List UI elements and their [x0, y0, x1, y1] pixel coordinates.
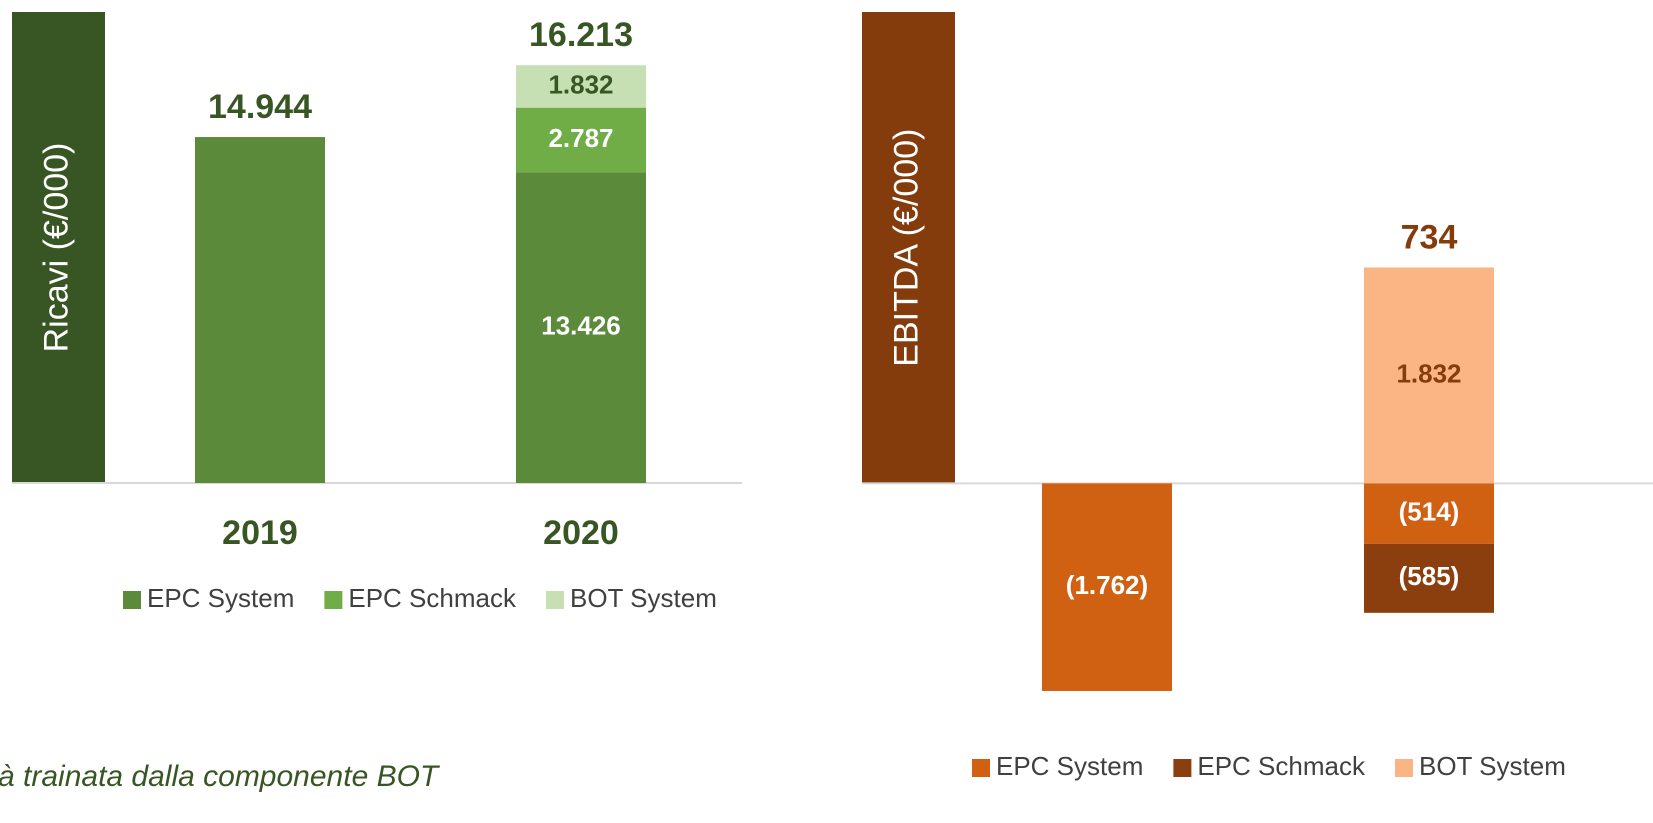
legend-label: EPC System	[996, 751, 1143, 781]
legend-swatch	[1173, 759, 1192, 777]
bar-segment	[1364, 483, 1494, 544]
y-axis-label: Ricavi (€/000)	[37, 143, 75, 353]
axis-box	[12, 12, 105, 483]
legend-swatch	[545, 591, 564, 609]
x-tick-label: 2020	[543, 514, 619, 552]
bar-segment	[516, 65, 646, 108]
bar-segment	[1042, 483, 1172, 691]
legend-label: BOT System	[1419, 751, 1566, 781]
axis-box	[862, 12, 955, 484]
data-label: 2.787	[548, 123, 613, 153]
bar-segment	[1364, 543, 1494, 613]
legend-label: EPC System	[147, 583, 294, 613]
legend-swatch	[123, 591, 141, 609]
x-tick-label: 2019	[222, 514, 298, 552]
bar-segment	[516, 107, 646, 173]
legend-swatch	[972, 759, 990, 777]
bar-segment	[195, 137, 325, 484]
total-label: 734	[1401, 218, 1458, 256]
y-axis-label: EBITDA (€/000)	[887, 129, 925, 367]
data-label: (585)	[1399, 561, 1460, 591]
data-label: (1.762)	[1066, 570, 1148, 600]
data-label: 1.832	[548, 69, 613, 99]
total-label: 14.944	[208, 88, 312, 126]
total-label: 16.213	[529, 16, 633, 54]
bar-segment	[1364, 267, 1494, 484]
data-label: (514)	[1399, 496, 1460, 526]
data-label: 1.832	[1396, 358, 1461, 388]
note: à trainata dalla componente BOT	[0, 760, 441, 793]
data-label: 13.426	[541, 310, 621, 340]
legend-label: EPC Schmack	[1197, 751, 1366, 781]
bar-segment	[516, 172, 646, 483]
legend-label: BOT System	[570, 583, 717, 613]
legend-swatch	[1394, 759, 1413, 777]
legend-label: EPC Schmack	[348, 583, 517, 613]
legend-swatch	[324, 591, 343, 609]
